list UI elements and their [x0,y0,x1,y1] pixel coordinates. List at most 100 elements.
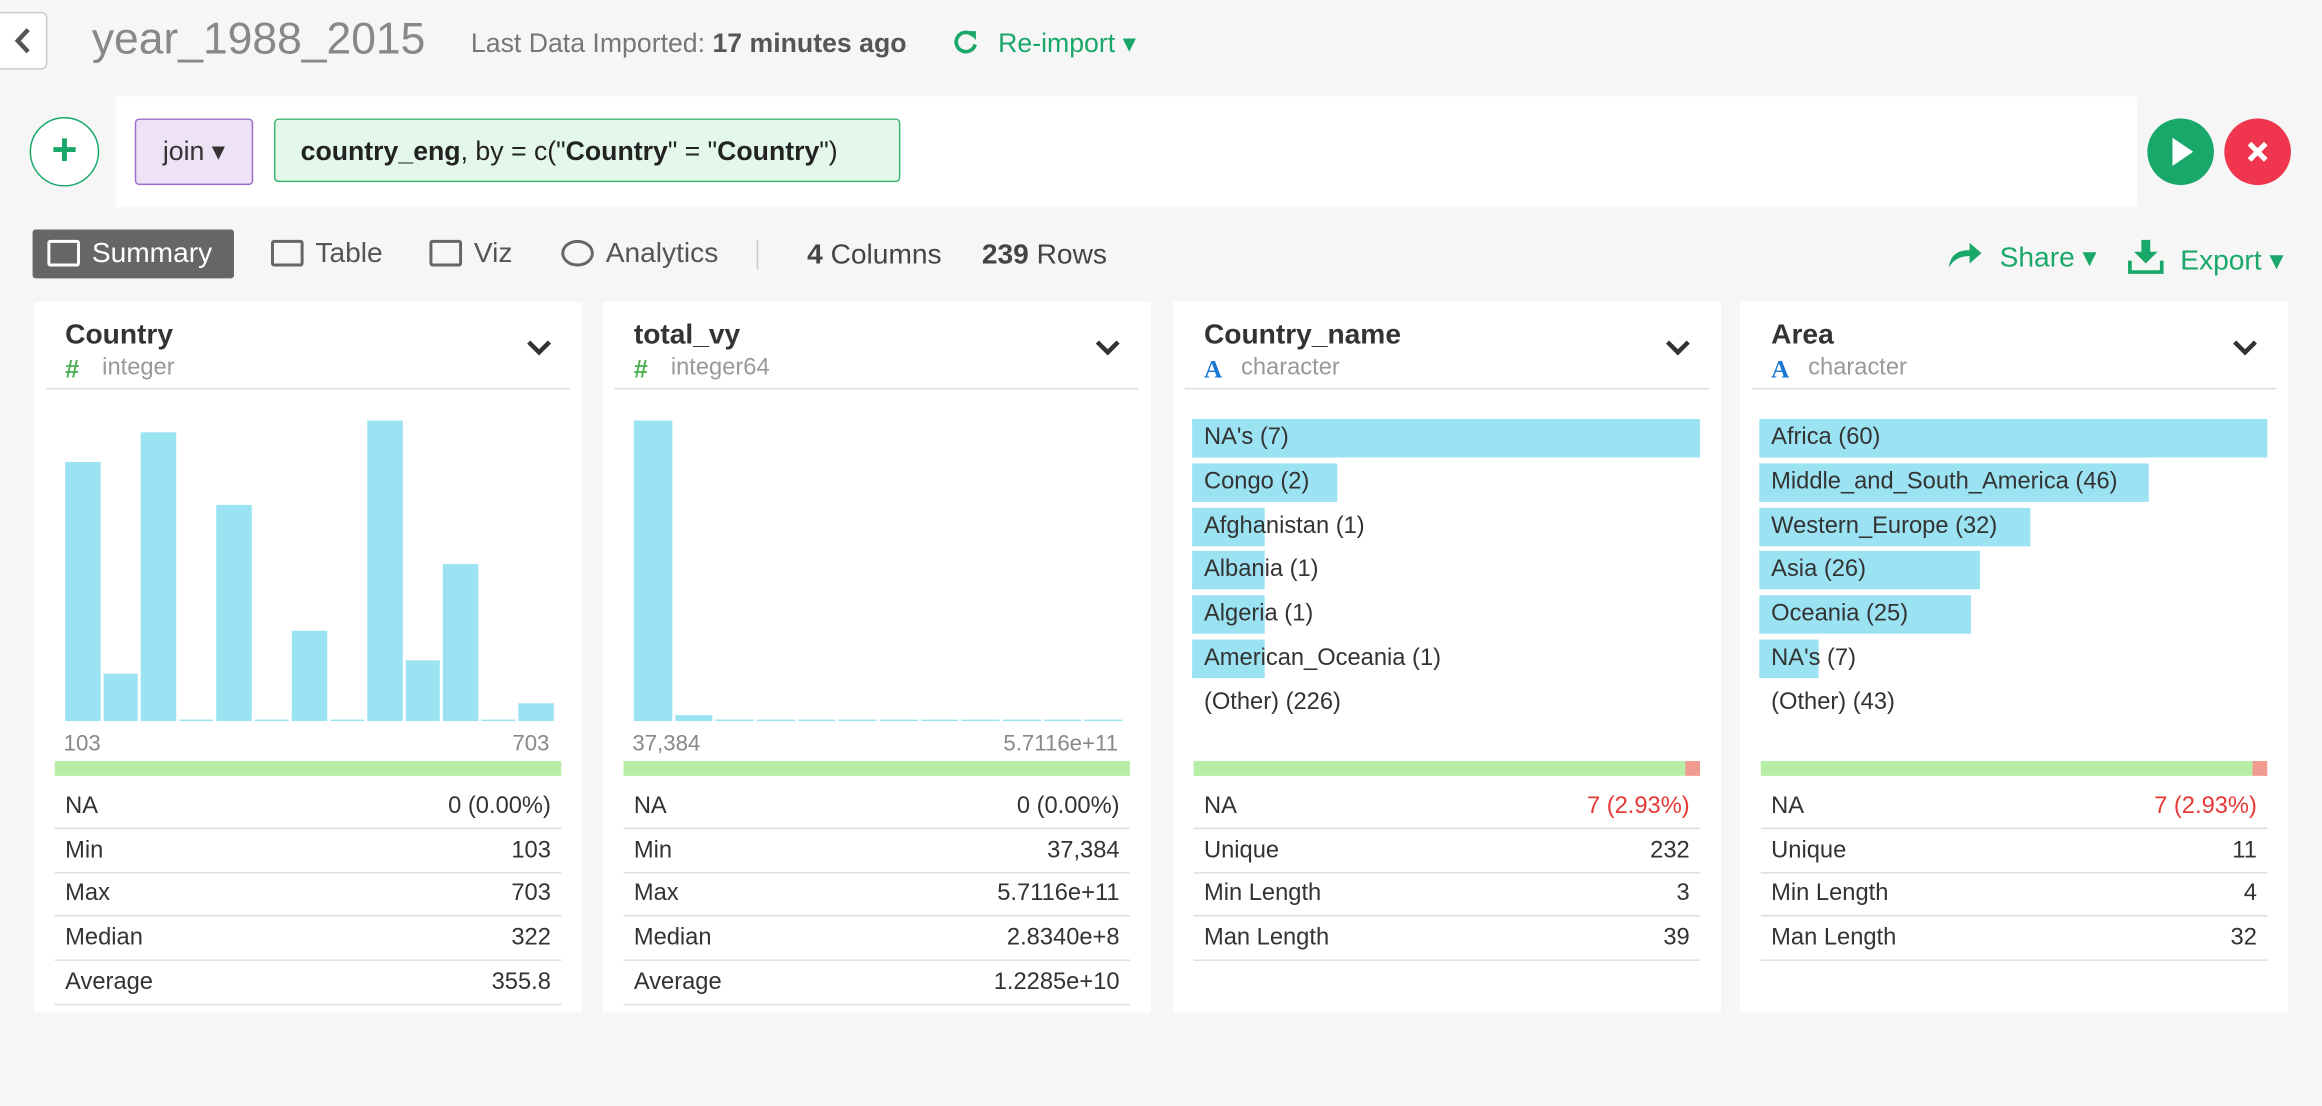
stat-label: Min Length [1203,881,1322,907]
tab-icon [271,239,304,267]
stat-label: Average [633,969,722,995]
value-label: Albania (1) [1203,557,1319,583]
value-label: American_Oceania (1) [1203,645,1442,671]
command-part: " = " [667,136,718,166]
histogram-bar [633,420,672,722]
value-bar [1192,595,1265,634]
histogram-max: 703 [512,731,550,757]
value-label: Africa (60) [1771,424,1881,451]
stat-value: 7 (2.93%) [2154,793,2257,819]
stat-label: Unique [1203,837,1280,863]
command-verb[interactable]: join ▾ [134,118,254,186]
header-rule [45,387,571,390]
stat-label: Min Length [1771,881,1889,907]
value-bar [1759,639,1819,679]
value-bar [1759,507,2031,546]
header-rule [614,387,1139,390]
stat-label: NA [633,793,667,819]
add-step-button[interactable]: + [29,116,100,187]
value-bar [1759,595,1971,634]
import-info: Last Data Imported: 17 minutes ago [471,28,907,59]
cancel-button[interactable] [2224,118,2291,186]
tab[interactable]: Summary [32,229,234,279]
reimport-button[interactable]: Re-import ▾ [952,28,1136,59]
command-part: , by = c(" [460,136,566,166]
tab-icon [47,239,80,267]
value-label: Congo (2) [1203,469,1310,495]
tab[interactable]: Viz [415,229,522,278]
column-type: character [1240,355,1340,381]
stat-value: 3 [1676,881,1690,907]
stat-rule [54,1003,562,1006]
stat-label: Median [633,925,712,951]
stat-label: Man Length [1771,925,1897,951]
chevron [1095,340,1120,356]
verb-label: join [162,136,205,166]
histogram-bar [443,564,479,722]
stat-value: 1.2285e+10 [993,969,1120,995]
export-button[interactable]: Export ▾ [2127,238,2284,278]
dataset-title: year_1988_2015 [91,14,426,64]
command-part: Country [565,136,668,166]
command-part: ") [819,136,838,166]
stat-rule [54,915,562,918]
value-label: NA's (7) [1771,645,1856,671]
value-bar [1192,507,1265,546]
tab[interactable]: Table [256,229,397,278]
value-label: Middle_and_South_America (46) [1771,469,2118,495]
valid-bar [1760,761,2253,776]
stat-rule [1193,915,1701,918]
histogram-bar [797,719,836,722]
stat-rule [54,959,562,962]
stat-value: 232 [1650,837,1690,863]
stat-value: 322 [511,925,551,951]
column-menu[interactable] [526,338,553,359]
stat-label: Min [633,837,673,863]
type-icon: A [1771,355,1790,384]
reimport-label: Re-import [998,28,1116,58]
column-name: Area [1771,319,1834,351]
tab-label: Table [315,238,383,270]
header-rule [1184,387,1709,390]
value-bar [1192,551,1265,590]
histogram-bar [838,719,877,722]
histogram-bar [216,504,252,722]
stat-label: NA [1203,793,1237,819]
histogram-bar [756,719,795,722]
stat-label: Max [65,881,110,907]
value-label: Oceania (25) [1771,601,1909,627]
back-button[interactable] [0,11,48,70]
column-menu[interactable] [2232,338,2259,359]
share-label: Share [1999,242,2075,274]
valid-bar [623,761,1130,776]
command-part: Country [717,136,820,166]
type-icon: A [1203,355,1223,384]
stat-rule [54,871,562,874]
value-label: NA's (7) [1203,424,1289,451]
stat-value: 39 [1663,925,1690,951]
run-button[interactable] [2147,118,2214,186]
value-bar [1192,419,1701,458]
column-type: character [1808,355,1907,381]
histogram-bar [879,719,918,722]
value-bar [1192,639,1265,679]
value-bar [1759,419,2268,458]
valid-bar [54,761,562,776]
back-icon [14,28,30,54]
command-input[interactable]: country_eng, by = c("Country" = "Country… [273,118,901,183]
cancel-icon [2247,141,2268,162]
value-bar [1192,463,1338,502]
histogram-bar [102,672,138,722]
histogram-bar [178,719,214,722]
export-icon [2127,239,2165,275]
stat-value: 2.8340e+8 [1006,925,1120,951]
stat-label: Unique [1771,837,1847,863]
column-menu[interactable] [1094,338,1121,359]
column-menu[interactable] [1665,338,1692,359]
tab[interactable]: Analytics [546,229,724,278]
share-button[interactable]: Share ▾ [1944,238,2097,275]
stat-rule [1760,827,2268,830]
histogram-min: 103 [63,731,101,757]
